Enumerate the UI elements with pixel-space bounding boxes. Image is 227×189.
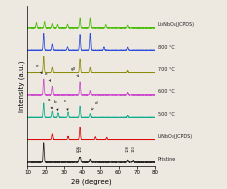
Text: 600 °C: 600 °C (157, 89, 174, 94)
Y-axis label: Intensity (a.u.): Intensity (a.u.) (18, 60, 25, 112)
Text: LiNbO₃(JCPDS): LiNbO₃(JCPDS) (157, 134, 192, 139)
Text: a: a (48, 98, 52, 109)
X-axis label: 2θ (degree): 2θ (degree) (71, 178, 111, 185)
Text: 006: 006 (77, 145, 81, 152)
Text: e: e (36, 64, 42, 74)
Text: c: c (63, 99, 68, 110)
Text: Li₃NbO₄(JCPDS): Li₃NbO₄(JCPDS) (157, 22, 194, 27)
Text: e: e (44, 72, 50, 81)
Text: 102: 102 (78, 145, 82, 152)
Text: 700 °C: 700 °C (157, 67, 174, 72)
Text: d: d (91, 101, 97, 110)
Text: b: b (53, 100, 58, 110)
Text: 108: 108 (125, 145, 129, 152)
Text: g0: g0 (71, 67, 78, 77)
Text: 500 °C: 500 °C (157, 112, 174, 117)
Text: 800 °C: 800 °C (157, 45, 174, 50)
Text: Pristine: Pristine (157, 157, 175, 162)
Text: 110: 110 (131, 145, 135, 152)
